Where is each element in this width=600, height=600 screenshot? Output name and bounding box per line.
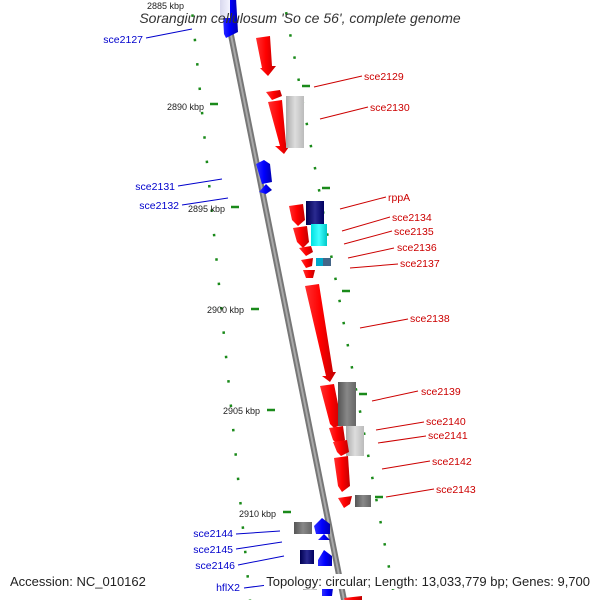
blast-hit <box>338 382 356 426</box>
gene-sce2130[interactable] <box>268 100 291 154</box>
kbp-label: 2895 kbp <box>188 204 225 214</box>
gene-label-sce2143[interactable]: sce2143 <box>436 484 476 496</box>
accession-label: Accession: NC_010162 <box>8 574 148 589</box>
blast-hit <box>311 224 327 246</box>
blast-hit <box>300 550 314 564</box>
gene-label-sce2137[interactable]: sce2137 <box>400 258 440 270</box>
gene-label-sce2140[interactable]: sce2140 <box>426 416 466 428</box>
gene-label-sce2138[interactable]: sce2138 <box>410 313 450 325</box>
gene-sce2131[interactable] <box>256 160 272 184</box>
plus-gene-labels: sce2129 sce2130 rppA sce2134 sce2135 sce… <box>364 71 476 496</box>
gene-sce2142[interactable] <box>334 456 350 492</box>
kbp-label: 2885 kbp <box>147 1 184 11</box>
gene-sce2138[interactable] <box>305 284 336 382</box>
plus-strand-guide <box>282 0 397 600</box>
gene-label-sce2139[interactable]: sce2139 <box>421 386 461 398</box>
blast-hit <box>355 495 371 507</box>
topology-summary: Topology: circular; Length: 13,033,779 b… <box>264 574 592 589</box>
gene-label-sce2135[interactable]: sce2135 <box>394 226 434 238</box>
gene-label-sce2134[interactable]: sce2134 <box>392 212 432 224</box>
gene-sce2144[interactable] <box>314 518 330 534</box>
gene-label-sce2127[interactable]: sce2127 <box>103 34 143 46</box>
gene-label-hflX2[interactable]: hflX2 <box>216 582 240 594</box>
gene-sce2136[interactable] <box>301 258 313 268</box>
gene-label-sce2146[interactable]: sce2146 <box>195 560 235 572</box>
genome-title: Sorangium cellulosum 'So ce 56', complet… <box>139 10 461 26</box>
gene-sce2140[interactable] <box>329 426 345 444</box>
blast-hit <box>294 522 312 534</box>
gene-sce2130-upstream[interactable] <box>266 90 282 100</box>
gene-label-rppA[interactable]: rppA <box>388 192 410 204</box>
blast-hit <box>323 258 331 266</box>
kbp-label: 2900 kbp <box>207 305 244 315</box>
gene-sce2135[interactable] <box>299 246 313 256</box>
gene-label-sce2130[interactable]: sce2130 <box>370 102 410 114</box>
gene-sce2141[interactable] <box>333 440 349 456</box>
gene-partial <box>344 596 362 600</box>
gene-sce2129[interactable] <box>256 36 276 76</box>
gene-label-sce2136[interactable]: sce2136 <box>397 242 437 254</box>
gene-label-sce2144[interactable]: sce2144 <box>193 528 233 540</box>
kbp-ticks <box>210 102 291 514</box>
kbp-label: 2910 kbp <box>239 509 276 519</box>
gene-label-sce2129[interactable]: sce2129 <box>364 71 404 83</box>
kbp-label: 2890 kbp <box>167 102 204 112</box>
gene-sce2143[interactable] <box>338 496 352 508</box>
blast-hit <box>346 426 364 456</box>
genome-backbone-highlight <box>222 0 346 600</box>
gene-sce2145[interactable] <box>318 534 330 540</box>
plus-strand-ticks <box>302 84 383 499</box>
gene-label-sce2132[interactable]: sce2132 <box>139 200 179 212</box>
gene-label-sce2141[interactable]: sce2141 <box>428 430 468 442</box>
gene-sce2146[interactable] <box>318 550 332 566</box>
gene-rppA[interactable] <box>289 204 305 226</box>
blast-hit <box>286 96 304 148</box>
blast-hit <box>316 258 324 266</box>
gene-label-sce2131[interactable]: sce2131 <box>135 181 175 193</box>
plus-strand-features <box>256 36 371 600</box>
gene-label-sce2142[interactable]: sce2142 <box>432 456 472 468</box>
gene-sce2137[interactable] <box>303 270 315 278</box>
kbp-labels: 2885 kbp 2890 kbp 2895 kbp 2900 kbp 2905… <box>147 1 276 519</box>
gene-sce2139[interactable] <box>320 384 342 428</box>
gene-sce2132[interactable] <box>259 184 272 194</box>
blast-hit <box>306 201 324 225</box>
gene-label-sce2145[interactable]: sce2145 <box>193 544 233 556</box>
gene-sce2134[interactable] <box>293 226 309 248</box>
plus-gene-leaders <box>313 75 435 498</box>
minus-gene-labels: sce2127 sce2131 sce2132 sce2144 sce2145 … <box>103 34 240 594</box>
kbp-label: 2905 kbp <box>223 406 260 416</box>
gene-sce2127-blastp <box>220 0 230 18</box>
